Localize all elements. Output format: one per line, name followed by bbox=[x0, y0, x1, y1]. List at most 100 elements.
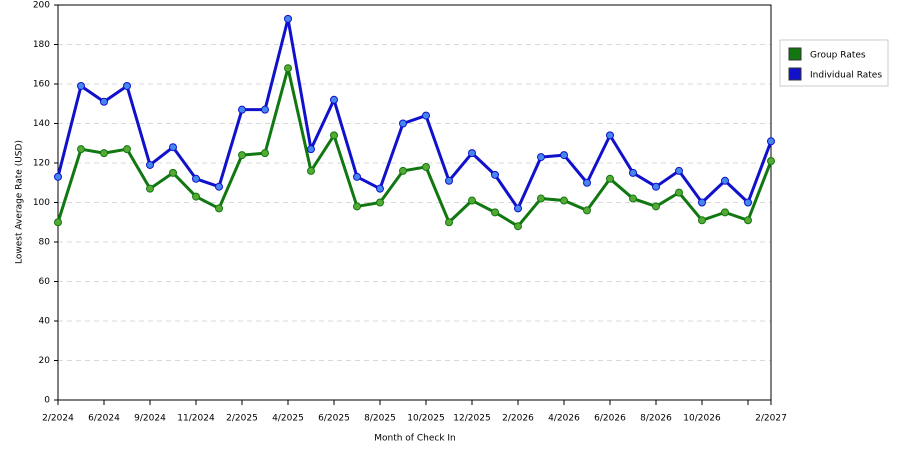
point bbox=[583, 206, 591, 215]
point bbox=[238, 105, 246, 114]
x-tick-label: 6/2025 bbox=[318, 414, 350, 424]
point bbox=[399, 166, 407, 175]
point bbox=[54, 218, 62, 227]
point bbox=[284, 64, 292, 73]
point bbox=[215, 182, 223, 191]
x-tick-label: 8/2025 bbox=[364, 414, 396, 424]
point bbox=[215, 204, 223, 213]
point bbox=[560, 151, 568, 160]
point bbox=[514, 222, 522, 231]
x-tick-label: 10/2025 bbox=[407, 414, 444, 424]
point bbox=[606, 131, 614, 140]
x-tick-label: 9/2024 bbox=[134, 414, 166, 424]
point bbox=[376, 198, 384, 207]
point bbox=[767, 157, 775, 166]
y-tick-label: 140 bbox=[33, 119, 50, 129]
point bbox=[307, 166, 315, 175]
point bbox=[261, 149, 269, 158]
x-tick-label: 6/2024 bbox=[88, 414, 120, 424]
x-tick-label: 2/2025 bbox=[226, 414, 258, 424]
point bbox=[77, 145, 85, 154]
x-tick-label: 4/2026 bbox=[548, 414, 580, 424]
point bbox=[146, 160, 154, 169]
x-tick-label: 2/2027 bbox=[755, 414, 787, 424]
point bbox=[192, 174, 200, 183]
y-tick-label: 120 bbox=[33, 159, 50, 169]
point bbox=[238, 151, 246, 160]
point bbox=[491, 208, 499, 217]
legend-swatch bbox=[788, 67, 802, 81]
y-tick-label: 0 bbox=[44, 396, 50, 406]
point bbox=[353, 202, 361, 211]
point bbox=[100, 149, 108, 158]
x-tick-label: 4/2025 bbox=[272, 414, 304, 424]
x-tick-label: 2/2026 bbox=[502, 414, 534, 424]
series-line bbox=[56, 17, 773, 210]
x-tick-label: 2/2024 bbox=[42, 414, 74, 424]
point bbox=[721, 208, 729, 217]
legend-swatch bbox=[788, 47, 802, 61]
legend-label: Group Rates bbox=[810, 51, 866, 61]
point bbox=[284, 14, 292, 23]
point bbox=[169, 168, 177, 177]
point bbox=[100, 97, 108, 106]
point bbox=[261, 105, 269, 114]
y-tick-label: 40 bbox=[39, 317, 51, 327]
point bbox=[54, 172, 62, 181]
point bbox=[629, 168, 637, 177]
point bbox=[583, 178, 591, 187]
point bbox=[537, 153, 545, 162]
x-tick-label: 8/2026 bbox=[640, 414, 672, 424]
point bbox=[422, 111, 430, 120]
x-tick-label: 11/2024 bbox=[177, 414, 215, 424]
y-tick-label: 20 bbox=[39, 356, 51, 366]
point bbox=[399, 119, 407, 128]
x-axis-title: Month of Check In bbox=[374, 434, 456, 444]
point bbox=[353, 172, 361, 181]
point bbox=[675, 188, 683, 197]
point bbox=[77, 81, 85, 90]
point bbox=[192, 192, 200, 201]
point bbox=[330, 131, 338, 140]
y-tick-label: 60 bbox=[39, 277, 51, 287]
series-line bbox=[56, 66, 773, 228]
x-tick-label: 10/2026 bbox=[683, 414, 721, 424]
y-tick-label: 200 bbox=[33, 1, 50, 11]
point bbox=[123, 145, 131, 154]
point bbox=[767, 137, 775, 146]
point bbox=[376, 184, 384, 193]
point bbox=[445, 176, 453, 185]
point bbox=[491, 170, 499, 179]
point bbox=[744, 198, 752, 207]
plot-frame bbox=[57, 4, 772, 401]
point bbox=[721, 176, 729, 185]
point bbox=[698, 216, 706, 225]
point bbox=[514, 204, 522, 213]
point bbox=[169, 143, 177, 152]
point bbox=[675, 166, 683, 175]
x-tick-label: 6/2026 bbox=[594, 414, 626, 424]
point bbox=[146, 184, 154, 193]
point bbox=[330, 95, 338, 104]
point bbox=[307, 145, 315, 154]
point bbox=[445, 218, 453, 227]
y-tick-label: 80 bbox=[39, 238, 51, 248]
point bbox=[560, 196, 568, 205]
x-tick-label: 12/2025 bbox=[453, 414, 490, 424]
y-tick-label: 160 bbox=[33, 80, 50, 90]
point bbox=[537, 194, 545, 203]
y-axis-title: Lowest Average Rate (USD) bbox=[15, 140, 25, 264]
point bbox=[698, 198, 706, 207]
point bbox=[629, 194, 637, 203]
point bbox=[744, 216, 752, 225]
point bbox=[468, 196, 476, 205]
y-tick-label: 100 bbox=[33, 198, 50, 208]
point bbox=[652, 202, 660, 211]
point bbox=[468, 149, 476, 158]
legend-label: Individual Rates bbox=[810, 71, 882, 81]
y-tick-label: 180 bbox=[33, 40, 50, 50]
point bbox=[123, 81, 131, 90]
point bbox=[606, 174, 614, 183]
point bbox=[422, 162, 430, 171]
